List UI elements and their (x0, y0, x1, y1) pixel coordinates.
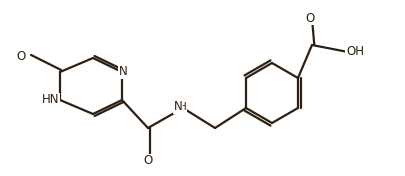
Text: OH: OH (345, 46, 363, 58)
Text: O: O (17, 51, 26, 64)
Text: N: N (118, 65, 127, 78)
Text: H: H (179, 102, 186, 112)
Text: O: O (143, 155, 152, 168)
Text: HN: HN (41, 93, 59, 106)
Text: N: N (173, 100, 182, 114)
Text: O: O (305, 11, 314, 24)
